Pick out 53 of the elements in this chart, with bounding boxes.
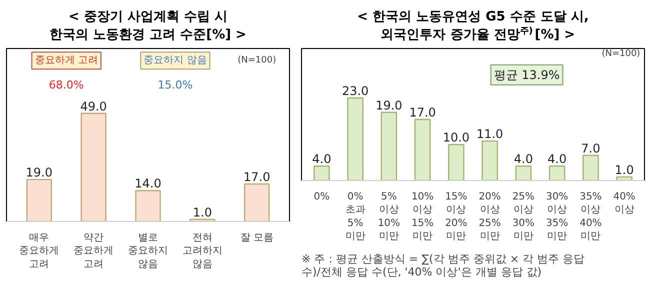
bar — [347, 97, 364, 180]
bar — [244, 183, 270, 222]
bar — [26, 178, 52, 222]
bar — [414, 118, 431, 180]
x-tick-label: 0% — [314, 192, 330, 202]
bar — [135, 190, 161, 222]
data-label: 4.0 — [312, 152, 332, 166]
data-label: 19.0 — [376, 98, 402, 112]
text: (N=100) — [238, 56, 276, 66]
x-tick-label: 30% 이상 35% 미만 — [546, 192, 568, 242]
bar — [314, 166, 330, 180]
bar — [482, 140, 498, 180]
x-tick-label: 별로 중요하지 않음 — [128, 232, 168, 270]
text: (N=100) — [602, 48, 640, 59]
text: 15.0% — [158, 78, 193, 92]
bar — [380, 112, 398, 180]
data-label: 11.0 — [476, 127, 504, 142]
data-label: 17.0 — [409, 106, 436, 120]
data-label: 19.0 — [26, 166, 53, 180]
x-tick-label: 약간 중요하게 고려 — [74, 232, 114, 270]
bar — [548, 166, 566, 180]
data-label: 1.0 — [614, 162, 634, 177]
data-label: 10.0 — [442, 130, 470, 145]
data-label: 7.0 — [581, 141, 600, 156]
bar — [582, 154, 599, 180]
x-tick-label: 15% 이상 20% 미만 — [445, 192, 468, 242]
x-tick-label: 잘 모름 — [240, 232, 274, 244]
data-label: 49.0 — [80, 99, 107, 114]
x-tick-label: 20% 이상 25% 미만 — [478, 192, 501, 242]
x-tick-label: 매우 중요하게 고려 — [19, 232, 60, 270]
x-tick-label: 전혀 고려하지 않음 — [182, 232, 222, 270]
data-label: 17.0 — [243, 170, 270, 184]
x-tick-label: 35% 이상 40% 미만 — [580, 192, 602, 242]
bar — [448, 144, 464, 180]
x-tick-label: 40% 이상 — [613, 192, 636, 216]
text: 중요하지 않음 — [144, 55, 207, 66]
chart-title: < 중장기 사업계획 수립 시 한국의 노동환경 고려 수준[%] > — [50, 10, 246, 42]
text: 68.0% — [48, 78, 84, 92]
text: 평균 13.9% — [494, 68, 560, 82]
bar — [515, 166, 532, 180]
x-tick-label: 5% 이상 10% 미만 — [378, 192, 400, 242]
x-tick-label: 25% 이상 30% 미만 — [512, 192, 535, 242]
data-label: 1.0 — [192, 205, 212, 220]
x-tick-label: 0% 초과 5% 미만 — [345, 192, 366, 242]
x-tick-label: 10% 이상 15% 미만 — [411, 192, 434, 242]
bar — [190, 218, 216, 222]
bar — [80, 112, 106, 222]
text: ※ 주 : 평균 산출방식 = ∑(각 범주 중위값 × 각 범주 응답 수)/전체 응답 수(단, '40% 이상'은 개별 응답 값) — [302, 252, 585, 278]
data-label: 4.0 — [548, 152, 567, 166]
data-label: 14.0 — [134, 176, 162, 191]
data-label: 4.0 — [514, 152, 533, 166]
data-label: 23.0 — [342, 84, 369, 98]
text: 중요하게 고려 — [34, 55, 98, 66]
